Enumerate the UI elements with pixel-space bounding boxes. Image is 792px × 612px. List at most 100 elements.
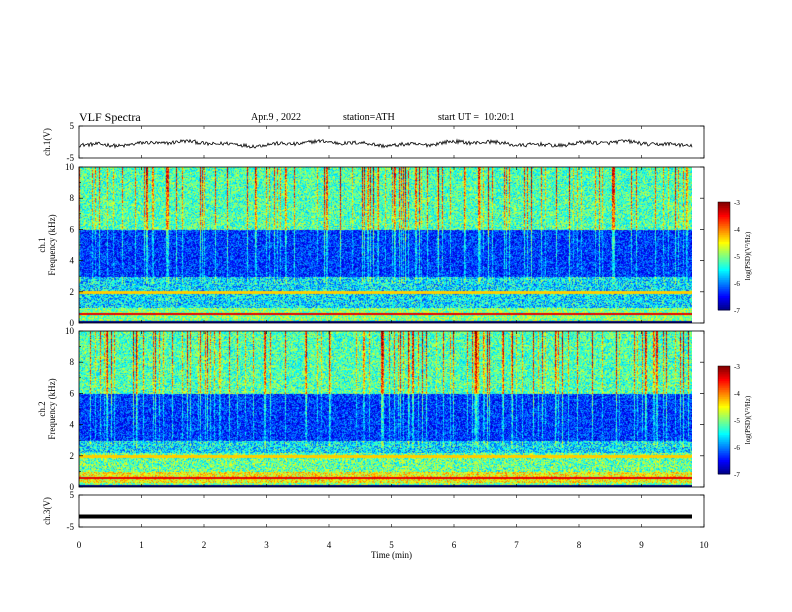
panel-3-ytick-label: -5 xyxy=(67,522,75,532)
colorbar-1-swatch xyxy=(718,211,730,214)
colorbar-2-swatch xyxy=(718,452,730,455)
colorbar-2-swatch xyxy=(718,441,730,444)
colorbar-1-tick-label: -3 xyxy=(734,199,740,207)
ch1-trace xyxy=(78,138,693,149)
spectrogram-1-image xyxy=(79,167,692,323)
colorbar-1-swatch xyxy=(718,275,730,279)
xtick-label: 2 xyxy=(202,540,207,550)
xtick-label: 9 xyxy=(639,540,644,550)
colorbar-2-swatch xyxy=(718,366,730,369)
colorbar-1-swatch xyxy=(718,238,730,241)
colorbar-2-swatch xyxy=(718,472,730,475)
colorbar-2-swatch xyxy=(718,409,730,412)
colorbar-1-swatch xyxy=(718,239,730,243)
panel-1-ylabel: ch.1 xyxy=(37,237,47,252)
colorbar-2-swatch xyxy=(718,470,730,473)
xaxis-label: Time (min) xyxy=(371,550,412,560)
chart-title: VLF Spectra xyxy=(79,110,141,124)
colorbar-2-swatch xyxy=(718,378,730,381)
colorbar-2-swatch xyxy=(718,457,730,461)
colorbar-1-swatch xyxy=(718,254,730,257)
colorbar-1-swatch xyxy=(718,218,730,221)
panel-2-ytick-label: 6 xyxy=(70,388,75,398)
colorbar-1-swatch xyxy=(718,292,730,295)
colorbar-1-swatch xyxy=(718,236,730,239)
colorbar-2-swatch xyxy=(718,423,730,426)
colorbar-2-swatch xyxy=(718,375,730,378)
panel-0-ytick-label: 5 xyxy=(70,121,75,131)
colorbar-2-swatch xyxy=(718,450,730,453)
colorbar-1-tick-label: -7 xyxy=(734,307,740,315)
colorbar-1-swatch xyxy=(718,247,730,250)
colorbar-2-swatch xyxy=(718,416,730,419)
colorbar-1-swatch xyxy=(718,245,730,248)
colorbar-1-swatch xyxy=(718,283,730,286)
colorbar-1-swatch xyxy=(718,203,730,207)
colorbar-2-swatch xyxy=(718,382,730,385)
colorbar-1-swatch xyxy=(718,216,730,219)
colorbar-2-swatch xyxy=(718,461,730,464)
colorbar-2-swatch xyxy=(718,418,730,421)
panel-1-ytick-label: 8 xyxy=(70,193,75,203)
colorbar-1-swatch xyxy=(718,288,730,291)
colorbar-1-tick-label: -4 xyxy=(734,226,740,234)
colorbar-2-swatch xyxy=(718,443,730,446)
colorbar-1-swatch xyxy=(718,290,730,293)
panel-1-ytick-label: 2 xyxy=(70,287,75,297)
colorbar-1-swatch xyxy=(718,248,730,252)
colorbar-2-swatch xyxy=(718,412,730,416)
panel-1-ytick-label: 6 xyxy=(70,224,75,234)
colorbar-1-swatch xyxy=(718,293,730,297)
colorbar-1-swatch xyxy=(718,277,730,280)
colorbar-2-swatch xyxy=(718,398,730,401)
colorbar-2-label: log(PSD)(V²/Hz) xyxy=(744,395,752,444)
colorbar-1-swatch xyxy=(718,202,730,205)
colorbar-1-swatch xyxy=(718,308,730,311)
panel-0-ylabel: ch.1(V) xyxy=(42,128,52,156)
colorbar-2-swatch xyxy=(718,380,730,383)
panel-2-ytick-label: 0 xyxy=(70,482,75,492)
panel-1-ytick-label: 10 xyxy=(65,162,75,172)
colorbar-2-swatch xyxy=(718,385,730,389)
colorbar-2-swatch xyxy=(718,402,730,405)
colorbar-2-swatch xyxy=(718,403,730,407)
colorbar-1-swatch xyxy=(718,212,730,216)
colorbar-2-tick-label: -3 xyxy=(734,363,740,371)
colorbar-1-swatch xyxy=(718,265,730,268)
station-label: station=ATH xyxy=(343,112,395,123)
colorbar-2-swatch xyxy=(718,421,730,425)
colorbar-1-swatch xyxy=(718,232,730,235)
colorbar-1-swatch xyxy=(718,205,730,208)
colorbar-1-swatch xyxy=(718,297,730,300)
colorbar-1-swatch xyxy=(718,286,730,289)
colorbar-2-swatch xyxy=(718,434,730,437)
colorbar-1-swatch xyxy=(718,221,730,225)
colorbar-2-tick-label: -6 xyxy=(734,444,740,452)
colorbar-2-swatch xyxy=(718,439,730,443)
colorbar-2-swatch xyxy=(718,407,730,410)
colorbar-1-swatch xyxy=(718,301,730,304)
colorbar-1-swatch xyxy=(718,225,730,228)
colorbar-2-swatch xyxy=(718,445,730,448)
colorbar-1-swatch xyxy=(718,281,730,284)
colorbar-2-swatch xyxy=(718,425,730,428)
colorbar-1-swatch xyxy=(718,252,730,255)
panel-2-ylabel: Frequency (kHz) xyxy=(47,378,57,439)
colorbar-1-swatch xyxy=(718,302,730,306)
colorbar-1-swatch xyxy=(718,284,730,288)
panel-2-ytick-label: 4 xyxy=(70,420,75,430)
panel-3-ylabel: ch.3(V) xyxy=(42,497,52,525)
colorbar-1-swatch xyxy=(718,230,730,234)
xtick-label: 3 xyxy=(264,540,269,550)
xtick-label: 1 xyxy=(139,540,144,550)
colorbar-1-swatch xyxy=(718,259,730,262)
colorbar-1-swatch xyxy=(718,234,730,237)
colorbar-1-swatch xyxy=(718,306,730,309)
xtick-label: 7 xyxy=(514,540,519,550)
colorbar-1-swatch xyxy=(718,223,730,226)
colorbar-2-swatch xyxy=(718,369,730,372)
colorbar-1-swatch xyxy=(718,261,730,264)
colorbar-2-swatch xyxy=(718,438,730,441)
colorbar-1-swatch xyxy=(718,227,730,230)
colorbar-2-swatch xyxy=(718,393,730,396)
